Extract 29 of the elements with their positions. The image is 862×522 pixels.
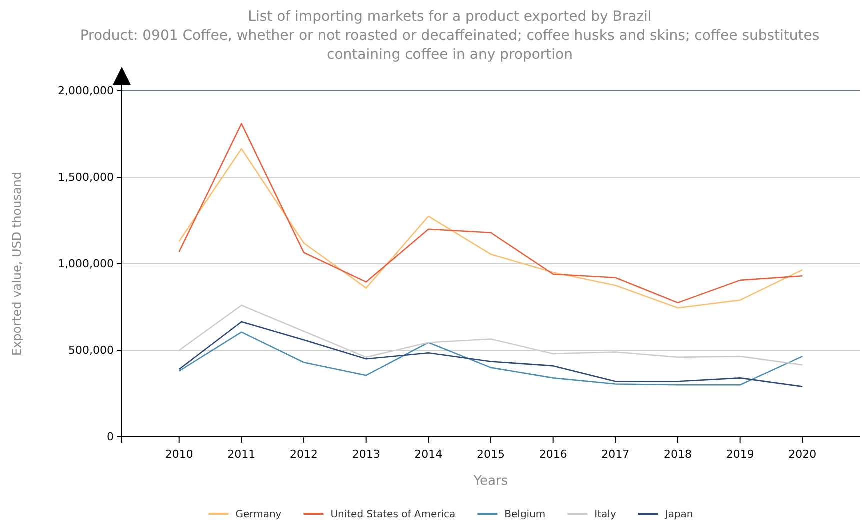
x-tick-label: 2011	[228, 448, 256, 462]
y-tick-label: 1,500,000	[58, 171, 114, 184]
line-series	[178, 148, 804, 309]
y-tick-label: 2,000,000	[58, 84, 114, 98]
x-tick-label: 2014	[414, 448, 443, 462]
legend-label: Belgium	[504, 510, 546, 520]
x-tick-label: 2015	[477, 448, 505, 462]
legend-label: Japan	[664, 510, 694, 520]
line-series	[178, 332, 804, 386]
x-axis-title: Years	[472, 474, 508, 489]
x-tick-label: 2012	[290, 448, 318, 462]
legend-label: Italy	[594, 510, 616, 520]
x-tick-label: 2016	[539, 448, 568, 462]
line-series	[178, 321, 804, 388]
y-tick-label: 500,000	[68, 344, 114, 358]
x-tick-label: 2010	[165, 448, 194, 462]
y-axis-title: Exported value, USD thousand	[10, 172, 24, 356]
x-tick-label: 2020	[788, 448, 817, 462]
x-tick-label: 2018	[664, 448, 692, 462]
x-tick-label: 2019	[726, 448, 754, 462]
legend-label: Germany	[236, 510, 282, 520]
chart-title: List of importing markets for a product exported by Brazil	[248, 9, 652, 25]
y-tick-label: 0	[107, 430, 114, 444]
legend-label: United States of America	[330, 510, 456, 520]
x-tick-label: 2017	[602, 448, 630, 462]
line-series	[178, 123, 804, 304]
chart-subtitle: Product: 0901 Coffee, whether or not roasted or decaffeinated; coffee husks and skins; coffee substitutes containing coffee in any proportion	[80, 28, 820, 63]
y-tick-label: 1,000,000	[58, 258, 114, 271]
x-tick-label: 2013	[352, 448, 380, 462]
